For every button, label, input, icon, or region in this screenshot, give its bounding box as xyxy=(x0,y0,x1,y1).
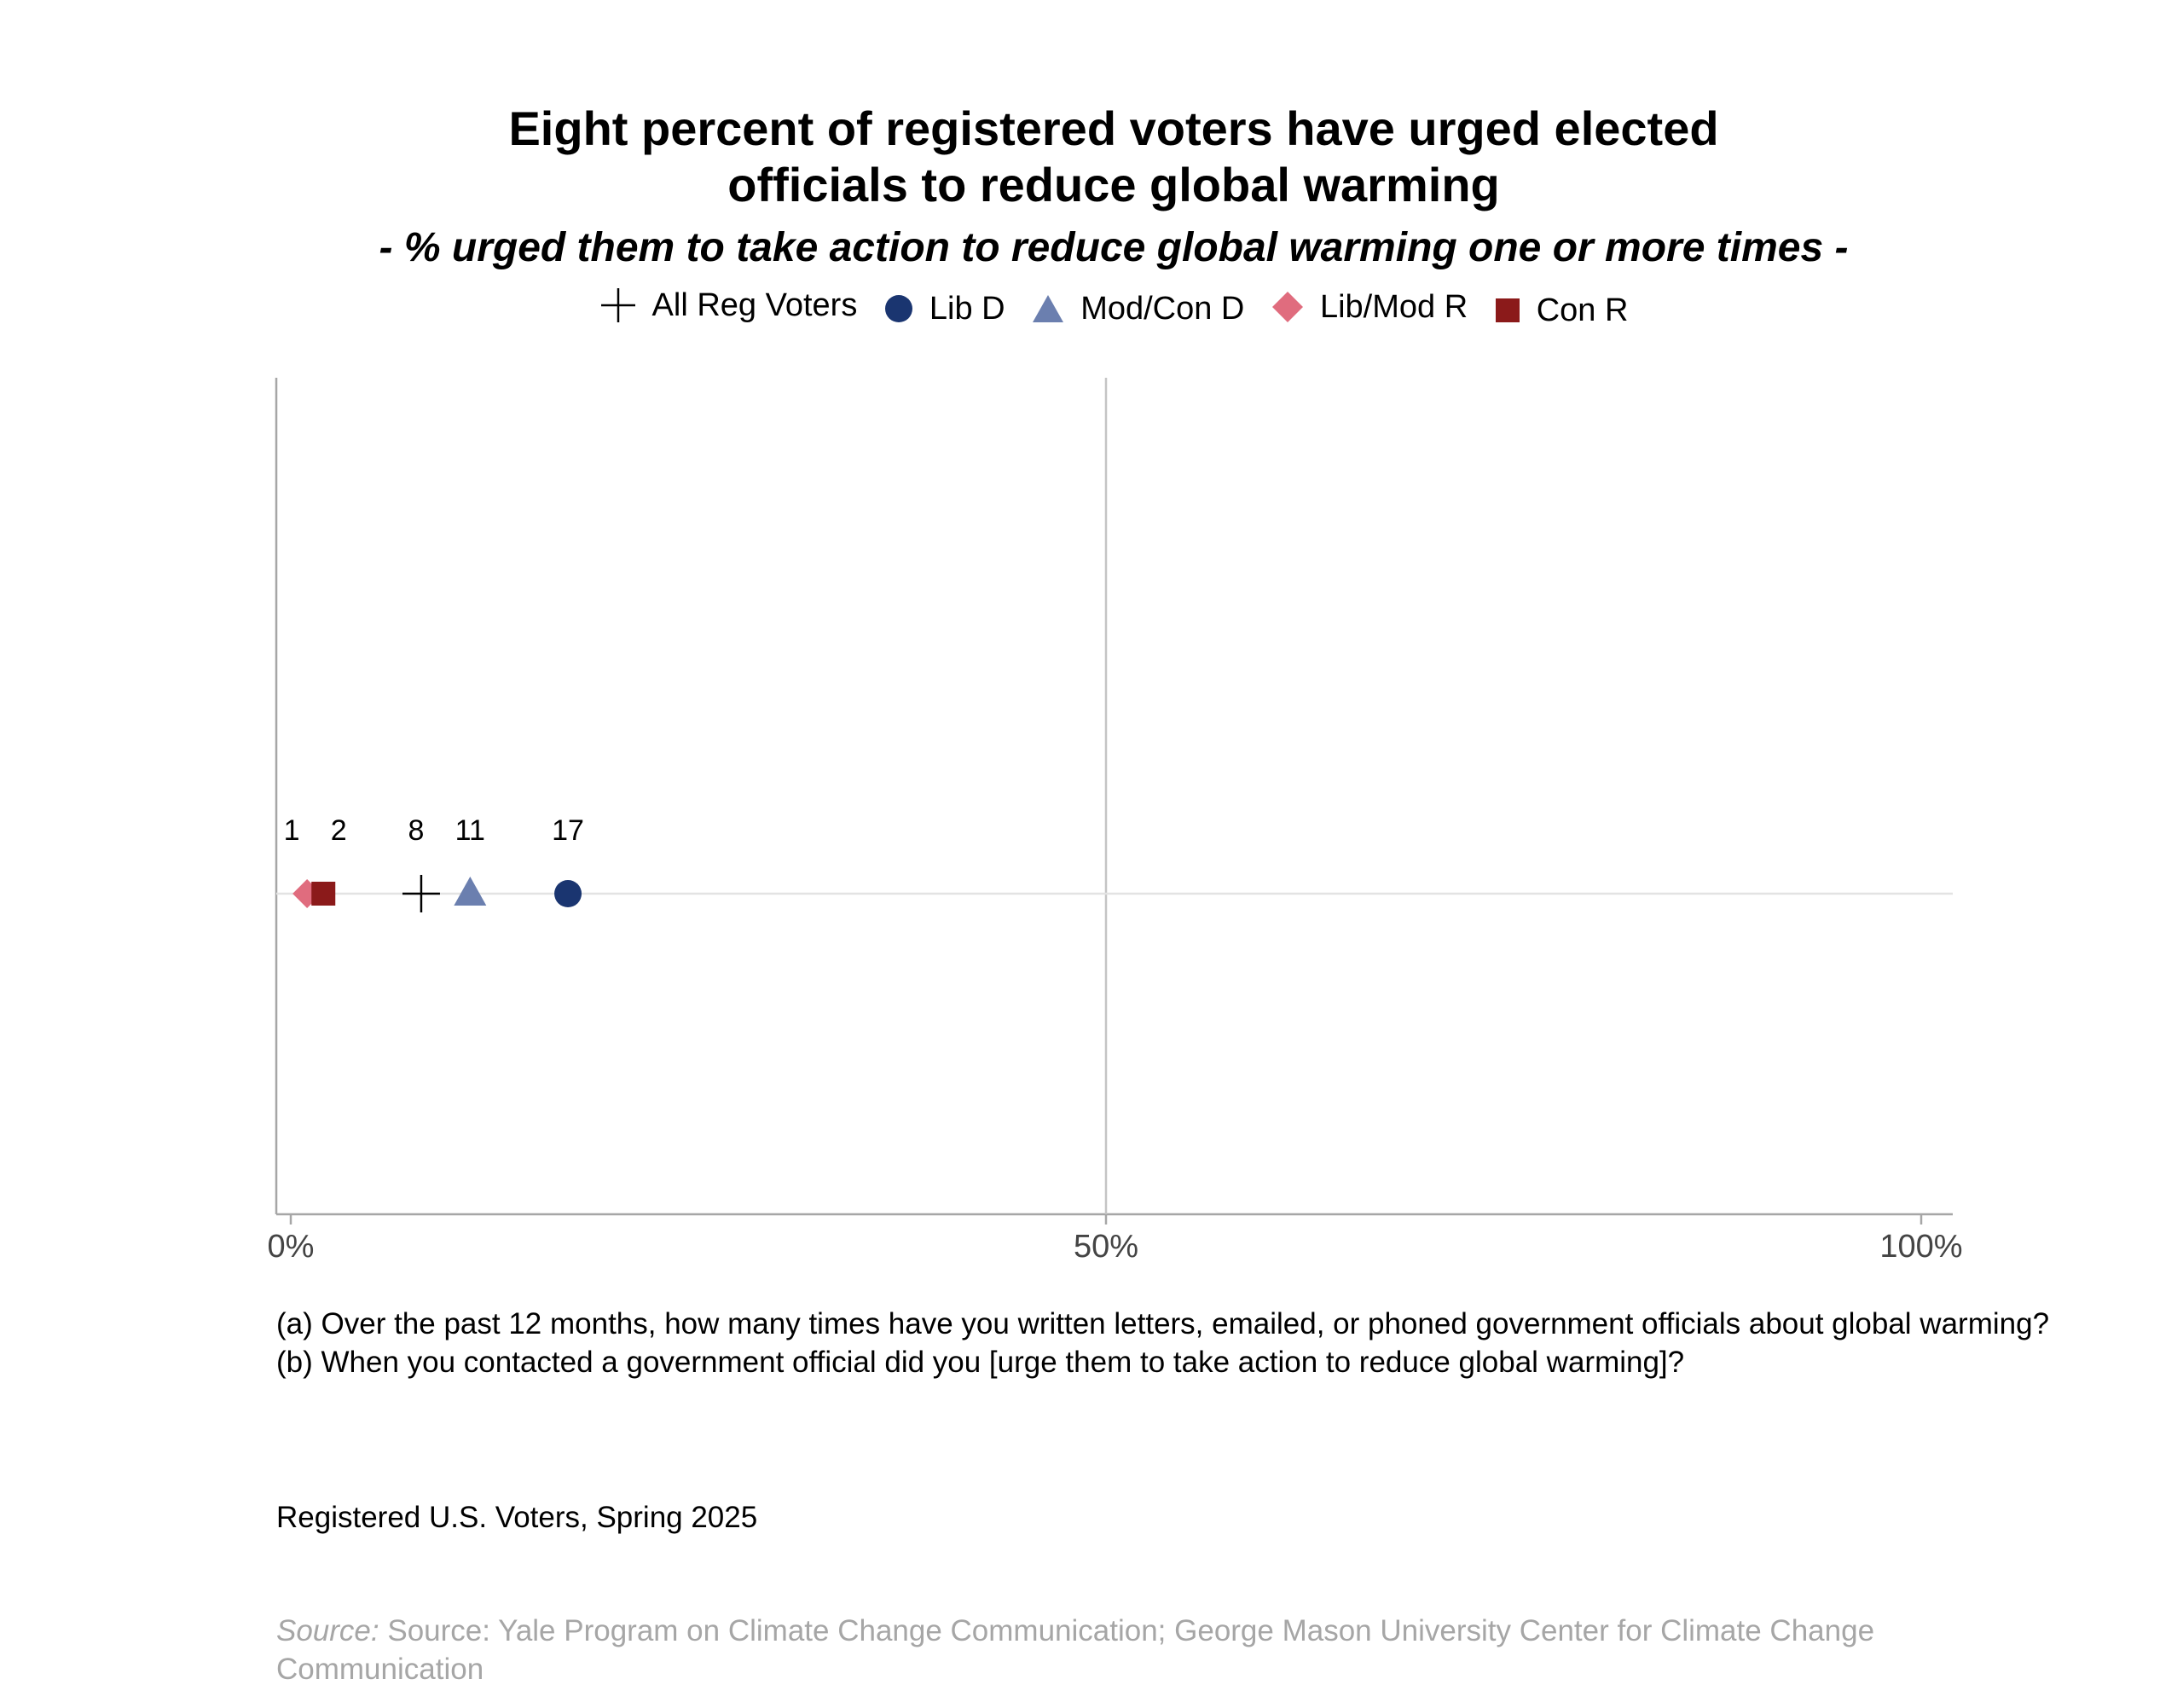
data-point-lib-d xyxy=(554,880,582,907)
legend-item-lib-mod-r: Lib/Mod R xyxy=(1271,289,1468,326)
source-note: Source: Source: Yale Program on Climate … xyxy=(276,1612,2067,1688)
legend-label: Lib/Mod R xyxy=(1319,288,1468,325)
source-text: Source: Yale Program on Climate Change C… xyxy=(276,1614,1875,1686)
x-axis-ticks: 0% 50% 100% xyxy=(268,1214,1963,1265)
legend-label: Con R xyxy=(1536,292,1629,328)
data-label-con-r: 2 xyxy=(331,814,347,847)
chart-legend: All Reg Voters Lib D Mod/Con D Lib/Mod R… xyxy=(0,287,2183,333)
data-points xyxy=(292,875,582,912)
data-label-lib-d: 17 xyxy=(552,814,584,847)
plus-marker-icon xyxy=(600,288,635,322)
x-tick-label: 0% xyxy=(268,1229,315,1265)
x-tick-label: 100% xyxy=(1879,1229,1962,1265)
data-point-con-r xyxy=(311,882,336,906)
circle-marker-icon xyxy=(884,295,912,322)
data-point-mod-con-d xyxy=(454,877,487,906)
legend-label: All Reg Voters xyxy=(651,287,858,323)
data-point-all-reg-voters xyxy=(402,875,440,912)
legend-label: Mod/Con D xyxy=(1080,290,1245,327)
data-label-lib-mod-r: 1 xyxy=(284,814,300,847)
chart-title: Eight percent of registered voters have … xyxy=(0,101,2183,213)
x-tick-label: 50% xyxy=(1074,1229,1138,1265)
population-note: Registered U.S. Voters, Spring 2025 xyxy=(276,1501,758,1534)
diamond-marker-icon xyxy=(1271,292,1303,322)
data-label-mod-con-d: 11 xyxy=(455,814,485,847)
square-marker-icon xyxy=(1495,298,1520,322)
triangle-marker-icon xyxy=(1033,295,1064,322)
chart-title-line-2: officials to reduce global warming xyxy=(727,158,1500,211)
chart-subtitle: - % urged them to take action to reduce … xyxy=(379,225,1849,270)
data-label-all-reg-voters: 8 xyxy=(408,814,424,847)
legend-item-mod-con-d: Mod/Con D xyxy=(1031,291,1244,327)
legend-item-lib-d: Lib D xyxy=(883,291,1005,327)
legend-label: Lib D xyxy=(929,290,1005,327)
question-caption: (a) Over the past 12 months, how many ti… xyxy=(276,1307,2050,1379)
legend-item-con-r: Con R xyxy=(1494,292,1629,329)
source-prefix: Source: xyxy=(276,1614,379,1647)
legend-item-all-reg-voters: All Reg Voters xyxy=(599,287,858,324)
chart-title-line-1: Eight percent of registered voters have … xyxy=(508,101,1719,155)
